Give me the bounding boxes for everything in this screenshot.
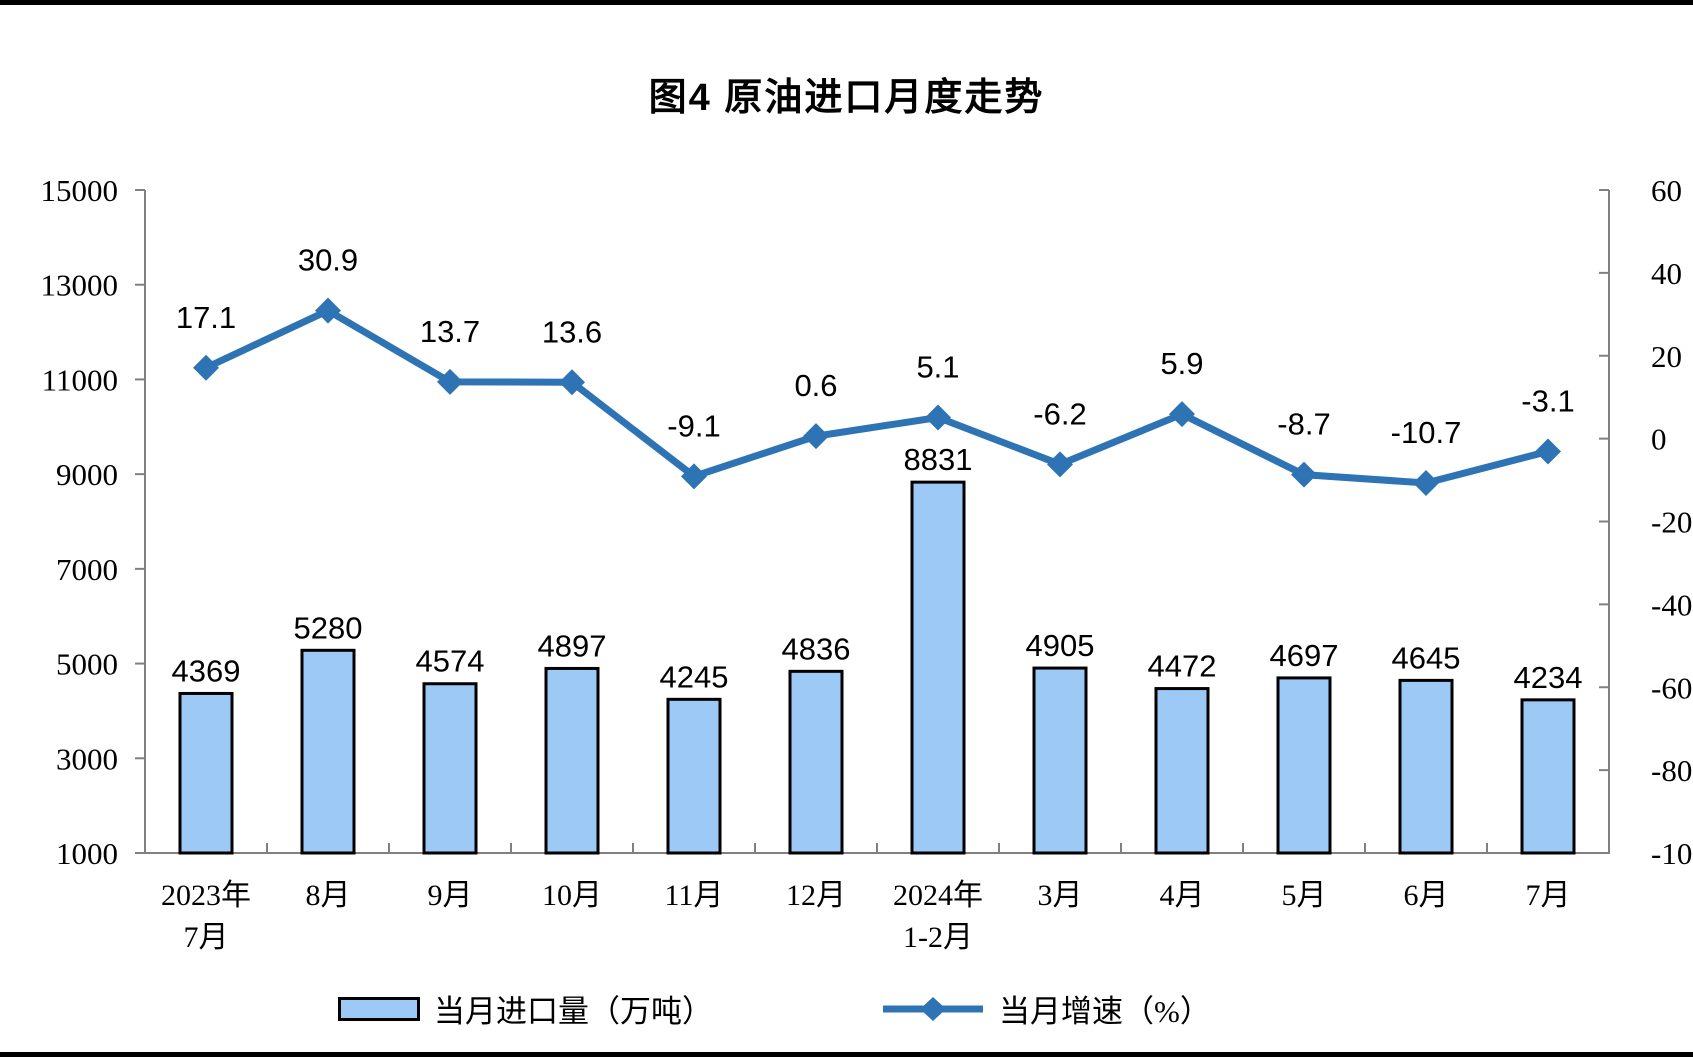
line-marker bbox=[315, 297, 341, 324]
left-axis-tick-label: 1000 bbox=[56, 836, 118, 871]
x-axis-label: 6月 bbox=[1404, 879, 1449, 912]
line-marker bbox=[193, 354, 219, 381]
line-value-label: 13.6 bbox=[542, 314, 602, 349]
line-value-label: 5.9 bbox=[1160, 346, 1203, 381]
line-value-label: -8.7 bbox=[1277, 407, 1330, 442]
bar bbox=[1398, 678, 1454, 855]
bar-value-label: 4472 bbox=[1148, 649, 1217, 684]
left-axis-tick-label: 13000 bbox=[41, 268, 119, 303]
bar bbox=[1276, 676, 1332, 855]
x-axis-label: 1-2月 bbox=[903, 921, 973, 954]
right-axis-tick-label: -100 bbox=[1651, 836, 1693, 871]
x-axis-label: 8月 bbox=[306, 879, 351, 912]
bar bbox=[1154, 687, 1210, 855]
growth-line bbox=[204, 306, 1549, 487]
line-marker bbox=[803, 423, 829, 450]
line-value-label: 5.1 bbox=[916, 349, 959, 384]
line-marker bbox=[1047, 451, 1073, 478]
bar bbox=[178, 691, 234, 855]
bar-value-label: 4905 bbox=[1026, 628, 1095, 663]
right-axis-tick-label: -80 bbox=[1651, 753, 1692, 788]
x-axis-label: 7月 bbox=[1526, 879, 1571, 912]
legend-diamond-marker-icon bbox=[920, 996, 946, 1021]
line-series-swatch-icon bbox=[883, 996, 983, 1021]
x-axis-label: 2023年 bbox=[161, 879, 251, 912]
legend-item-import-volume: 当月进口量（万吨） bbox=[338, 986, 713, 1031]
line-value-label: 17.1 bbox=[176, 300, 236, 335]
legend-item-growth-rate: 当月增速（%） bbox=[881, 986, 1211, 1031]
bar-value-label: 4574 bbox=[416, 644, 485, 679]
line-value-label: -3.1 bbox=[1521, 383, 1574, 418]
line-value-label: -6.2 bbox=[1033, 396, 1086, 431]
right-axis-tick-label: -60 bbox=[1651, 670, 1692, 705]
bar bbox=[544, 666, 600, 855]
legend-label-import-volume: 当月进口量（万吨） bbox=[434, 994, 713, 1029]
bar bbox=[666, 697, 722, 855]
right-axis-tick-label: 0 bbox=[1651, 422, 1667, 457]
x-axis-label: 7月 bbox=[184, 921, 229, 954]
x-axis-label: 2024年 bbox=[893, 879, 983, 912]
line-marker bbox=[1413, 469, 1439, 496]
legend: 当月进口量（万吨） 当月增速（%） bbox=[338, 986, 1211, 1031]
right-axis-tick-label: 20 bbox=[1651, 339, 1682, 374]
right-axis-tick-label: 40 bbox=[1651, 256, 1682, 291]
bar bbox=[910, 480, 966, 855]
bar-value-label: 4245 bbox=[660, 659, 729, 694]
legend-label-growth-rate: 当月增速（%） bbox=[999, 994, 1211, 1029]
x-axis-label: 4月 bbox=[1160, 879, 1205, 912]
right-axis-tick-label: 60 bbox=[1651, 173, 1682, 208]
bar bbox=[1032, 666, 1088, 855]
x-axis-label: 11月 bbox=[665, 879, 724, 912]
line-marker bbox=[925, 404, 951, 431]
bar-value-label: 4369 bbox=[172, 653, 241, 688]
x-axis-label: 3月 bbox=[1038, 879, 1083, 912]
top-border bbox=[0, 0, 1693, 5]
line-value-label: -10.7 bbox=[1391, 415, 1462, 450]
bar-series-swatch-icon bbox=[338, 996, 420, 1021]
line-marker bbox=[681, 463, 707, 490]
bar-value-label: 4836 bbox=[782, 631, 851, 666]
left-axis-tick-label: 5000 bbox=[56, 647, 118, 682]
left-axis-tick-label: 15000 bbox=[41, 173, 119, 208]
bar-value-label: 4645 bbox=[1392, 640, 1461, 675]
bar bbox=[422, 682, 478, 855]
line-marker bbox=[1291, 461, 1317, 488]
bar bbox=[1520, 698, 1576, 855]
bar bbox=[300, 648, 356, 855]
line-marker bbox=[1535, 438, 1561, 465]
bar-value-label: 4697 bbox=[1270, 638, 1339, 673]
left-axis-tick-label: 3000 bbox=[56, 741, 118, 776]
right-axis-tick-label: -40 bbox=[1651, 587, 1692, 622]
x-axis-label: 9月 bbox=[428, 879, 473, 912]
line-marker bbox=[1169, 401, 1195, 428]
bar-value-label: 8831 bbox=[904, 442, 973, 477]
line-marker bbox=[437, 368, 463, 395]
bar-value-label: 4897 bbox=[538, 628, 607, 663]
right-axis-tick-label: -20 bbox=[1651, 505, 1692, 540]
x-axis-label: 10月 bbox=[542, 879, 602, 912]
bar-value-label: 4234 bbox=[1514, 660, 1583, 695]
line-value-label: -9.1 bbox=[667, 408, 720, 443]
bar-value-label: 5280 bbox=[294, 610, 363, 645]
line-value-label: 30.9 bbox=[298, 243, 358, 278]
line-value-label: 0.6 bbox=[794, 368, 837, 403]
left-axis-tick-label: 7000 bbox=[56, 552, 118, 587]
line-marker bbox=[559, 369, 585, 396]
bottom-border bbox=[0, 1052, 1693, 1057]
bar bbox=[788, 669, 844, 855]
x-axis-label: 12月 bbox=[786, 879, 846, 912]
x-axis-label: 5月 bbox=[1282, 879, 1327, 912]
line-value-label: 13.7 bbox=[420, 314, 480, 349]
left-axis-tick-label: 9000 bbox=[56, 457, 118, 492]
chart-title: 图4 原油进口月度走势 bbox=[648, 77, 1045, 119]
left-axis-tick-label: 11000 bbox=[42, 362, 118, 397]
